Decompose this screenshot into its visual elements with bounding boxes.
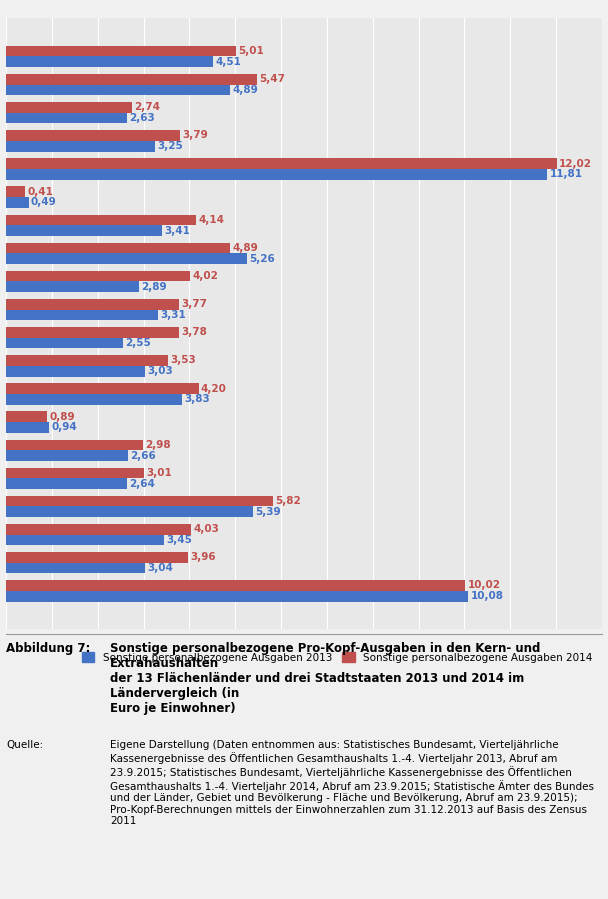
Text: 5,82: 5,82 (275, 496, 301, 506)
Text: 4,03: 4,03 (193, 524, 219, 534)
Bar (6, 226, 162, 236)
Text: 3,45: 3,45 (167, 535, 192, 545)
Text: 5,47: 5,47 (259, 75, 285, 85)
Text: 2,63: 2,63 (129, 113, 154, 123)
Bar (6, 112, 126, 123)
Bar (6, 186, 25, 197)
Bar (6, 85, 230, 95)
Text: Sonstige personalbezogene Pro-Kopf-Ausgaben in den Kern- und Extrahaushalten
der: Sonstige personalbezogene Pro-Kopf-Ausga… (110, 642, 541, 715)
Text: 5,01: 5,01 (238, 46, 264, 56)
Text: 3,01: 3,01 (147, 468, 172, 478)
Bar (6, 467, 144, 478)
Bar (6, 412, 47, 422)
Text: 3,77: 3,77 (181, 299, 207, 309)
Text: 3,04: 3,04 (148, 563, 173, 573)
Bar (6, 355, 168, 366)
Text: 0,94: 0,94 (52, 423, 77, 432)
Bar (6, 422, 49, 432)
Bar (6, 383, 199, 394)
Text: 4,02: 4,02 (193, 271, 218, 281)
Bar (6, 298, 179, 309)
Text: 3,41: 3,41 (165, 226, 190, 236)
Bar (6, 197, 29, 208)
Bar (6, 366, 145, 377)
Bar (6, 580, 465, 591)
Text: 5,26: 5,26 (249, 254, 275, 263)
Bar (6, 535, 164, 546)
Text: 0,89: 0,89 (49, 412, 75, 422)
Text: 11,81: 11,81 (550, 169, 582, 179)
Bar (6, 130, 180, 141)
Bar (6, 495, 273, 506)
Bar (6, 169, 547, 180)
Text: 3,78: 3,78 (182, 327, 207, 337)
Text: 3,03: 3,03 (147, 366, 173, 376)
Bar (6, 563, 145, 574)
Bar (6, 141, 155, 152)
Bar (6, 524, 191, 535)
Text: 4,20: 4,20 (201, 384, 227, 394)
Text: 2,64: 2,64 (130, 478, 155, 489)
Legend: Sonstige personalbezogene Ausgaben 2013, Sonstige personalbezogene Ausgaben 2014: Sonstige personalbezogene Ausgaben 2013,… (78, 648, 596, 667)
Bar (6, 309, 158, 320)
Text: Quelle:: Quelle: (6, 740, 43, 750)
Text: 4,51: 4,51 (215, 57, 241, 67)
Bar (6, 243, 230, 254)
Text: 2,89: 2,89 (141, 281, 167, 292)
Text: 3,53: 3,53 (170, 355, 196, 366)
Bar (6, 281, 139, 292)
Bar (6, 254, 247, 264)
Text: 12,02: 12,02 (559, 158, 592, 169)
Bar (6, 478, 127, 489)
Bar (6, 338, 123, 349)
Bar (6, 394, 182, 405)
Text: 0,41: 0,41 (27, 187, 53, 197)
Bar (6, 46, 236, 57)
Bar (6, 158, 557, 169)
Bar (6, 102, 132, 112)
Bar (6, 591, 468, 601)
Text: Eigene Darstellung (Daten entnommen aus: Statistisches Bundesamt, Vierteljährlic: Eigene Darstellung (Daten entnommen aus:… (110, 740, 595, 826)
Text: 2,66: 2,66 (130, 450, 156, 460)
Text: 3,25: 3,25 (157, 141, 183, 151)
Bar (6, 440, 143, 450)
Bar (6, 552, 188, 563)
Text: 10,02: 10,02 (468, 581, 500, 591)
Text: 0,49: 0,49 (31, 198, 57, 208)
Text: 3,79: 3,79 (182, 130, 208, 140)
Text: 3,96: 3,96 (190, 552, 215, 563)
Bar (6, 74, 257, 85)
Text: 10,08: 10,08 (471, 592, 503, 601)
Text: 2,98: 2,98 (145, 440, 171, 450)
Text: 4,89: 4,89 (232, 85, 258, 95)
Bar (6, 57, 213, 67)
Text: 2,55: 2,55 (125, 338, 151, 348)
Bar (6, 215, 196, 226)
Text: 4,14: 4,14 (198, 215, 224, 225)
Bar (6, 450, 128, 461)
Text: Abbildung 7:: Abbildung 7: (6, 642, 91, 654)
Bar (6, 506, 253, 517)
Text: 3,83: 3,83 (184, 395, 210, 405)
Bar (6, 271, 190, 281)
Bar (6, 327, 179, 338)
Text: 4,89: 4,89 (232, 243, 258, 253)
Text: 5,39: 5,39 (255, 507, 281, 517)
Text: 3,31: 3,31 (160, 310, 186, 320)
Text: 2,74: 2,74 (134, 102, 160, 112)
